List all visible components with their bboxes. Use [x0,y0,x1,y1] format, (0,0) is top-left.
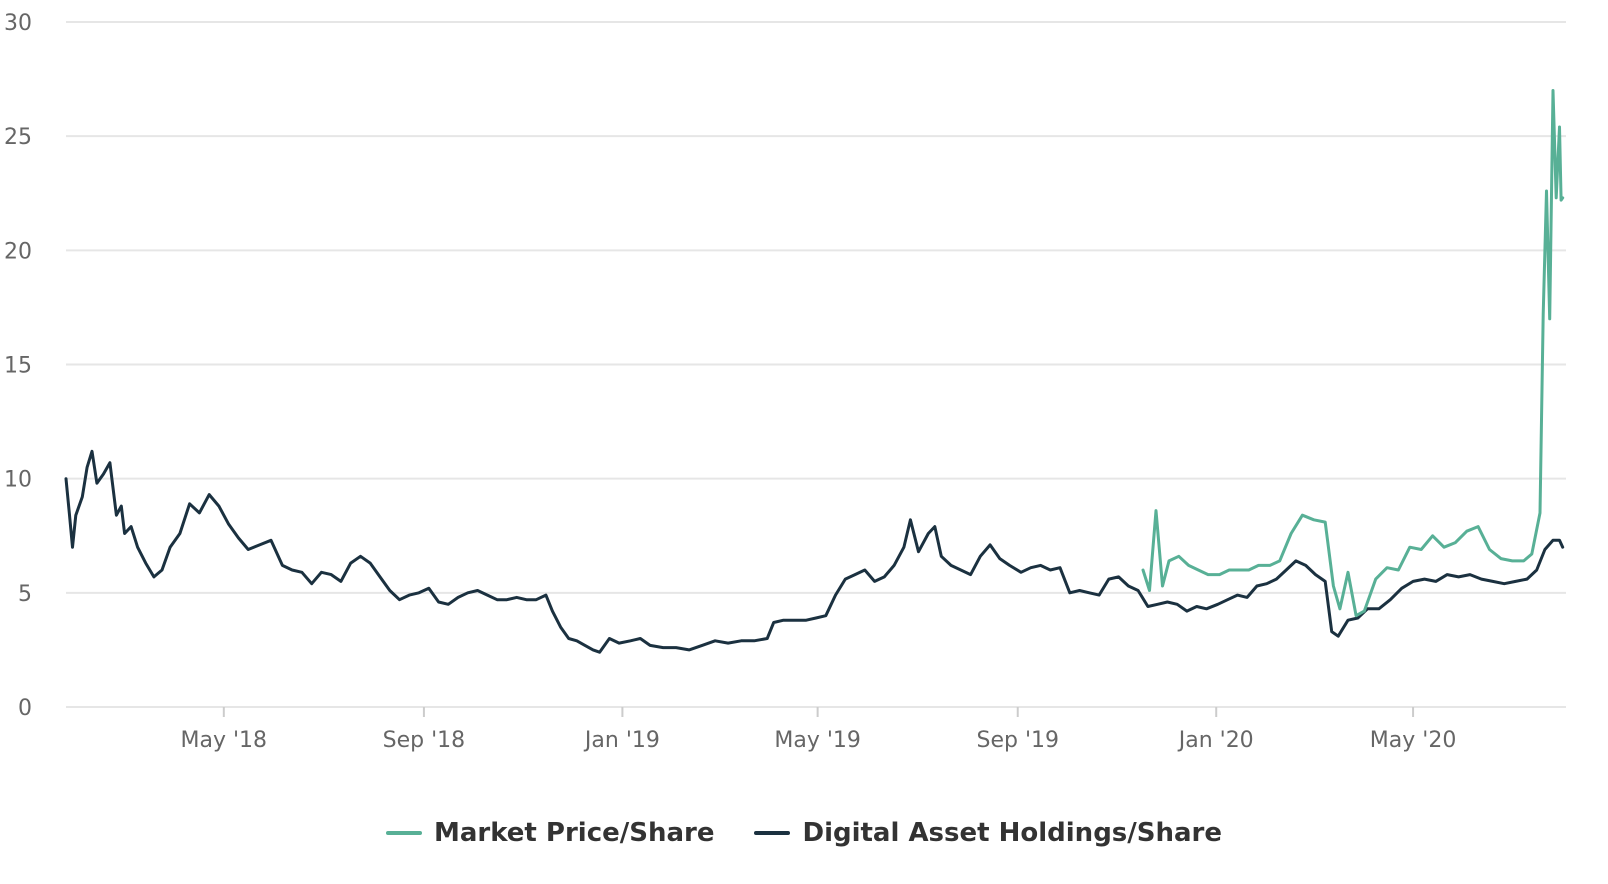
y-tick-label-10: 10 [4,468,32,493]
legend-label-market-price: Market Price/Share [433,818,715,848]
grid-lines [66,21,1566,708]
legend-swatch-market-price [385,831,422,835]
y-tick-label-20: 20 [4,239,32,264]
x-tick-label-5: Jan '20 [1177,728,1254,753]
legend-label-digital-asset-holdings: Digital Asset Holdings/Share [802,818,1223,848]
x-axis: May '18 Sep '18 Jan '19 May '19 Sep '19 Jan '… [181,707,1457,753]
x-tick-label-4: Sep '19 [976,728,1059,753]
series-market-price-line[interactable] [1141,89,1565,618]
x-tick-label-2: Jan '19 [583,728,660,753]
legend-item-market-price[interactable]: Market Price/Share [385,818,715,848]
x-tick-label-1: Sep '18 [383,728,466,753]
legend-swatch-digital-asset-holdings [754,831,791,835]
y-tick-label-30: 30 [4,11,32,36]
x-tick-label-3: May '19 [774,728,861,753]
legend: Market Price/Share Digital Asset Holding… [0,818,1608,848]
series-layer [64,89,1565,654]
y-tick-label-5: 5 [18,582,32,607]
y-tick-label-25: 25 [4,125,32,150]
x-tick-label-6: May '20 [1370,728,1457,753]
y-tick-label-0: 0 [18,696,32,721]
y-tick-label-15: 15 [4,354,32,379]
x-tick-label-0: May '18 [181,728,268,753]
y-axis: 0 5 10 15 20 25 30 [4,11,32,721]
legend-item-digital-asset-holdings[interactable]: Digital Asset Holdings/Share [754,818,1222,848]
series-digital-asset-holdings-line[interactable] [64,449,1565,654]
